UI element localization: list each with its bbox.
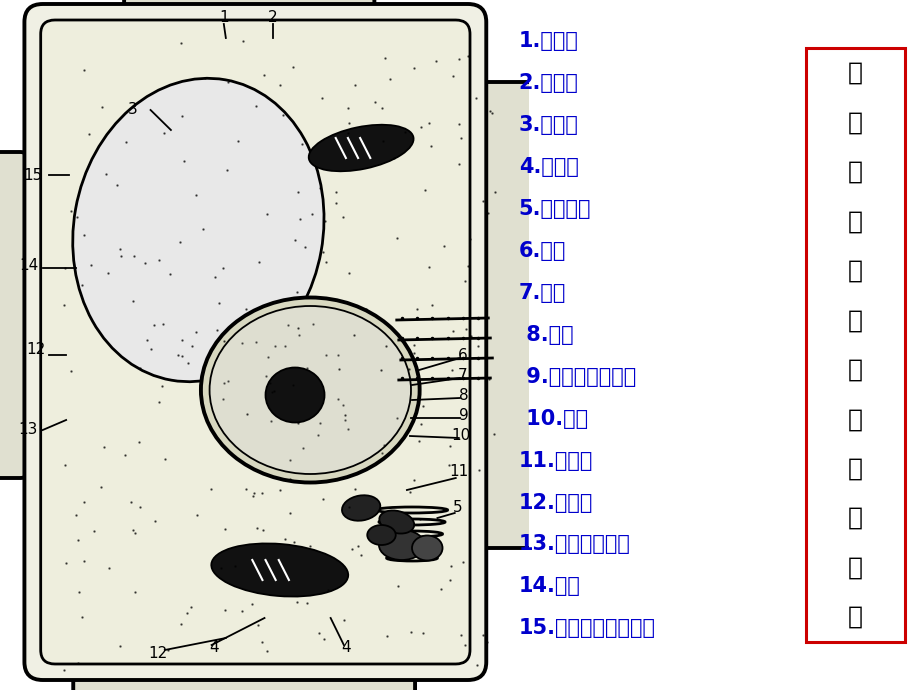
Text: 9: 9 <box>459 408 469 422</box>
Text: 1: 1 <box>219 10 229 26</box>
Text: 12.内质网: 12.内质网 <box>518 493 593 513</box>
Text: 亚: 亚 <box>847 259 862 283</box>
FancyBboxPatch shape <box>444 82 562 548</box>
Text: 6: 6 <box>458 348 467 362</box>
Text: 9.核膜上的核糖体: 9.核膜上的核糖体 <box>518 366 635 386</box>
Ellipse shape <box>412 535 442 560</box>
Text: 15.内质网上的核糖体: 15.内质网上的核糖体 <box>518 618 655 638</box>
Ellipse shape <box>367 525 395 545</box>
FancyBboxPatch shape <box>124 0 374 28</box>
Text: 14.液泡: 14.液泡 <box>518 576 580 596</box>
Text: 结: 结 <box>847 407 862 431</box>
Ellipse shape <box>73 79 323 382</box>
Text: 12: 12 <box>148 646 167 660</box>
Text: 8.核膜: 8.核膜 <box>518 325 573 345</box>
Text: 4: 4 <box>209 640 218 656</box>
Text: 14: 14 <box>18 257 38 273</box>
Text: 胞: 胞 <box>847 209 862 233</box>
FancyBboxPatch shape <box>0 152 28 478</box>
Ellipse shape <box>210 306 411 474</box>
Text: 3.细胞质: 3.细胞质 <box>518 115 578 135</box>
FancyBboxPatch shape <box>40 20 470 664</box>
Text: 植: 植 <box>847 61 862 85</box>
Text: 10: 10 <box>450 428 470 442</box>
Text: 5: 5 <box>452 500 462 515</box>
Text: 11.线粒体: 11.线粒体 <box>518 451 593 471</box>
Bar <box>805 48 904 642</box>
Ellipse shape <box>266 368 324 422</box>
Text: 6.核仁: 6.核仁 <box>518 241 565 261</box>
Text: 7: 7 <box>458 368 467 382</box>
Text: 13.游离的核糖体: 13.游离的核糖体 <box>518 535 630 555</box>
Text: 物: 物 <box>847 110 862 135</box>
Ellipse shape <box>309 125 414 171</box>
Text: 13: 13 <box>18 422 38 437</box>
Ellipse shape <box>200 297 419 482</box>
Text: 2.细胞壁: 2.细胞壁 <box>518 73 578 93</box>
Text: 细: 细 <box>847 160 862 184</box>
FancyBboxPatch shape <box>25 4 486 680</box>
Text: 式: 式 <box>847 555 862 580</box>
Text: 11: 11 <box>448 464 468 480</box>
Text: 1.细胞膜: 1.细胞膜 <box>518 31 578 51</box>
Text: 4: 4 <box>341 640 350 656</box>
Text: 10.核孔: 10.核孔 <box>518 408 587 428</box>
Ellipse shape <box>342 495 380 521</box>
Text: 7.核液: 7.核液 <box>518 283 565 303</box>
Text: 2: 2 <box>267 10 278 26</box>
Text: 微: 微 <box>847 357 862 382</box>
FancyBboxPatch shape <box>74 610 414 690</box>
Text: 构: 构 <box>847 457 862 481</box>
Text: 12: 12 <box>26 342 45 357</box>
Text: 4.叶綠体: 4.叶綠体 <box>518 157 578 177</box>
Ellipse shape <box>379 511 414 533</box>
Text: 模: 模 <box>847 506 862 530</box>
Text: 显: 显 <box>847 308 862 333</box>
Text: 图: 图 <box>847 605 862 629</box>
Text: 15: 15 <box>23 168 42 182</box>
Text: 8: 8 <box>459 388 468 402</box>
Text: 5.高尔基体: 5.高尔基体 <box>518 199 591 219</box>
Ellipse shape <box>211 544 347 597</box>
Text: 3: 3 <box>127 103 137 117</box>
Ellipse shape <box>379 530 425 560</box>
